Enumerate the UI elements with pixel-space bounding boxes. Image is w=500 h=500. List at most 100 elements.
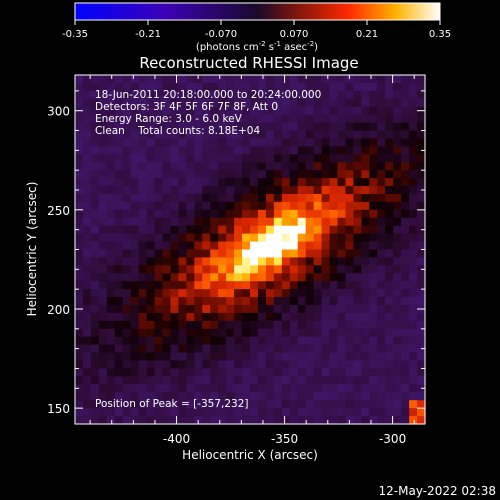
heatmap-cell (313, 400, 323, 409)
heatmap-cell (202, 273, 211, 282)
heatmap-cell (273, 416, 283, 425)
heatmap-cell (401, 178, 410, 187)
heatmap-cell (281, 305, 291, 314)
heatmap-cell (234, 146, 243, 155)
heatmap-cell (393, 265, 402, 274)
heatmap-cell (122, 75, 132, 84)
heatmap-cell (305, 75, 315, 84)
info-line: Energy Range: 3.0 - 6.0 keV (95, 113, 243, 125)
heatmap-cell (257, 305, 267, 314)
heatmap-cell (297, 376, 307, 385)
heatmap-cell (218, 416, 227, 425)
heatmap-cell (75, 209, 84, 219)
heatmap-cell (194, 344, 203, 354)
heatmap-cell (146, 138, 156, 147)
heatmap-cell (345, 186, 354, 195)
heatmap-cell (385, 130, 394, 140)
heatmap-cell (218, 193, 227, 203)
heatmap-cell (162, 130, 172, 140)
heatmap-cell (194, 170, 203, 179)
heatmap-cell (337, 186, 347, 195)
heatmap-cell (273, 233, 283, 243)
heatmap-cell (369, 344, 378, 354)
heatmap-cell (321, 289, 331, 298)
heatmap-cell (210, 193, 219, 203)
heatmap-cell (122, 352, 132, 362)
heatmap-cell (242, 225, 251, 235)
heatmap-cell (98, 257, 108, 266)
heatmap-cell (409, 98, 418, 108)
heatmap-cell (377, 201, 386, 211)
colorbar-tick-label: -0.35 (62, 29, 88, 40)
heatmap-cell (186, 336, 195, 346)
heatmap-cell (329, 289, 339, 298)
heatmap-cell (250, 265, 259, 274)
heatmap-cell (75, 138, 84, 147)
heatmap-cell (106, 336, 116, 346)
heatmap-cell (257, 336, 267, 346)
heatmap-cell (393, 352, 402, 362)
heatmap-cell (106, 114, 116, 124)
heatmap-cell (289, 75, 299, 84)
heatmap-cell (170, 233, 179, 243)
heatmap-cell (98, 312, 108, 322)
heatmap-cell (353, 146, 362, 155)
heatmap-cell (170, 320, 179, 330)
heatmap-cell (265, 360, 275, 370)
heatmap-cell (273, 400, 283, 409)
heatmap-cell (170, 305, 179, 314)
heatmap-cell (146, 209, 156, 219)
heatmap-cell (122, 408, 132, 417)
heatmap-cell (242, 416, 251, 425)
heatmap-cell (226, 217, 235, 227)
heatmap-cell (186, 98, 195, 108)
heatmap-cell (114, 344, 124, 354)
heatmap-cell (361, 392, 370, 401)
heatmap-cell (202, 312, 211, 322)
heatmap-cell (353, 265, 362, 274)
heatmap-cell (417, 154, 426, 163)
heatmap-cell (305, 344, 315, 354)
heatmap-cell (226, 336, 235, 346)
heatmap-cell (90, 305, 100, 314)
heatmap-cell (178, 162, 187, 171)
heatmap-cell (289, 114, 299, 124)
heatmap-cell (361, 162, 370, 171)
heatmap-cell (257, 297, 267, 306)
heatmap-cell (75, 289, 84, 298)
heatmap-cell (265, 114, 275, 124)
heatmap-cell (170, 328, 179, 338)
heatmap-cell (122, 336, 132, 346)
heatmap-cell (186, 416, 195, 425)
heatmap-cell (138, 241, 148, 251)
heatmap-cell (122, 106, 132, 116)
heatmap-cell (170, 416, 179, 425)
heatmap-cell (361, 209, 370, 219)
heatmap-cell (385, 178, 394, 187)
heatmap-cell (313, 376, 323, 385)
heatmap-cell (385, 408, 394, 417)
heatmap-cell (210, 336, 219, 346)
heatmap-cell (305, 328, 315, 338)
heatmap-cell (106, 328, 116, 338)
heatmap-cell (162, 265, 172, 274)
heatmap-cell (98, 249, 108, 259)
heatmap-cell (321, 217, 331, 227)
heatmap-cell (170, 122, 179, 132)
heatmap-cell (114, 257, 124, 266)
heatmap-cell (218, 114, 227, 124)
heatmap-cell (75, 392, 84, 401)
heatmap-cell (146, 178, 156, 187)
heatmap-cell (377, 312, 386, 322)
heatmap-cell (202, 281, 211, 290)
heatmap-cell (218, 400, 227, 409)
heatmap-cell (377, 344, 386, 354)
heatmap-cell (218, 130, 227, 140)
heatmap-cell (297, 146, 307, 155)
heatmap-cell (210, 98, 219, 108)
heatmap-cell (75, 122, 84, 132)
heatmap-cell (170, 241, 179, 251)
heatmap-cell (130, 305, 140, 314)
heatmap-cell (353, 273, 362, 282)
heatmap-cell (218, 138, 227, 147)
